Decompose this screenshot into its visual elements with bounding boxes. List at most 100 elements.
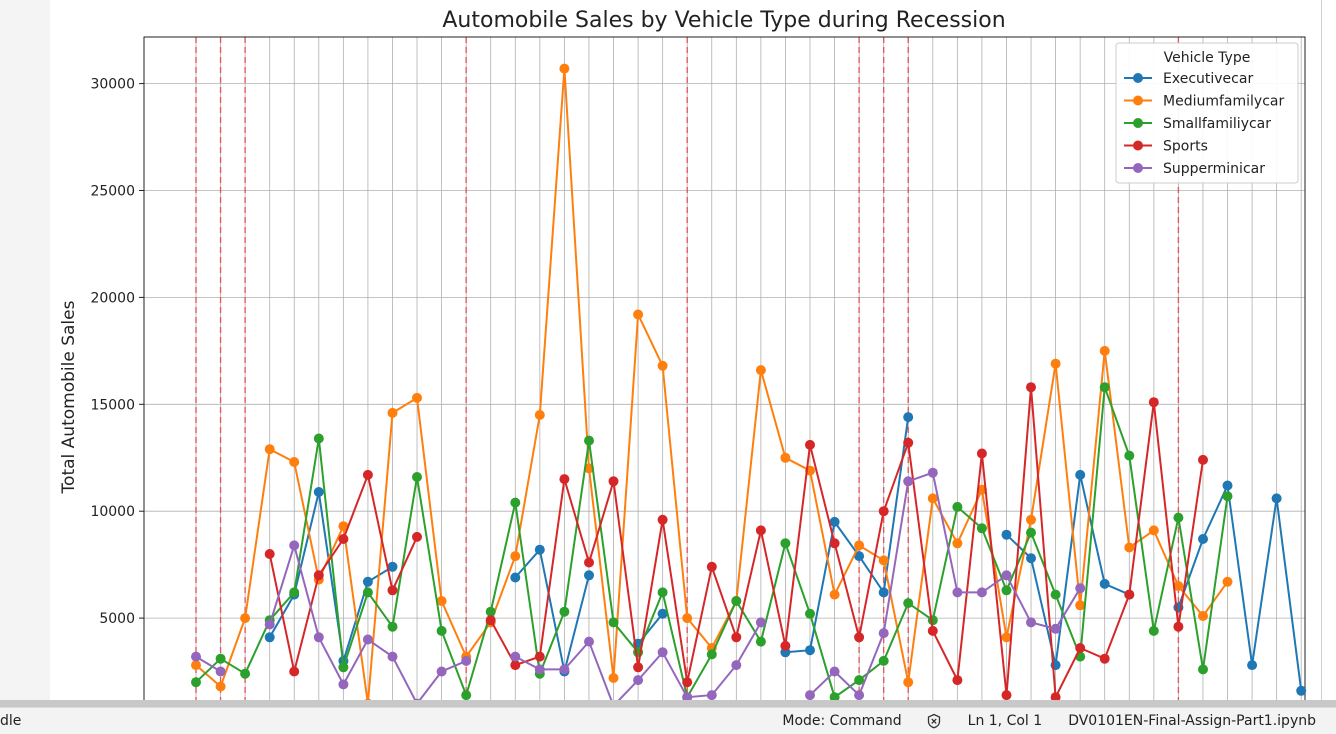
data-point-sports bbox=[682, 677, 693, 688]
data-point-sports bbox=[412, 531, 422, 542]
cursor-position[interactable]: Ln 1, Col 1 bbox=[967, 713, 1043, 729]
automobile-sales-chart: Automobile Sales by Vehicle Type during … bbox=[59, 8, 1307, 700]
data-point-smallfamiliycar bbox=[1099, 382, 1110, 393]
data-point-smallfamiliycar bbox=[289, 587, 300, 598]
data-point-smallfamiliycar bbox=[387, 621, 398, 632]
data-point-executivecar bbox=[1075, 469, 1086, 480]
data-point-smallfamiliycar bbox=[1050, 589, 1061, 600]
mode-indicator[interactable]: Mode: Command bbox=[782, 713, 902, 729]
data-point-executivecar bbox=[829, 516, 840, 527]
data-point-smallfamiliycar bbox=[215, 653, 226, 664]
data-point-executivecar bbox=[1222, 480, 1233, 491]
legend-swatch-marker bbox=[1133, 140, 1143, 151]
data-point-supperminicar bbox=[903, 476, 914, 487]
data-point-sports bbox=[633, 662, 644, 673]
data-point-supperminicar bbox=[952, 587, 963, 598]
data-point-smallfamiliycar bbox=[829, 692, 840, 700]
data-point-mediumfamilycar bbox=[927, 493, 938, 504]
data-point-supperminicar bbox=[682, 692, 693, 700]
editor-right-border bbox=[1321, 0, 1322, 700]
data-point-mediumfamilycar bbox=[387, 407, 398, 418]
data-point-mediumfamilycar bbox=[1001, 632, 1012, 643]
data-point-sports bbox=[338, 534, 349, 544]
data-point-sports bbox=[1198, 454, 1208, 465]
data-point-executivecar bbox=[1296, 685, 1307, 696]
data-point-sports bbox=[903, 437, 914, 448]
data-point-mediumfamilycar bbox=[1148, 525, 1159, 536]
status-left-text[interactable]: dle bbox=[0, 713, 22, 729]
data-point-sports bbox=[608, 476, 619, 487]
data-point-smallfamiliycar bbox=[362, 587, 373, 598]
data-point-mediumfamilycar bbox=[1222, 576, 1233, 587]
y-tick-label: 5000 bbox=[99, 611, 135, 627]
data-point-sports bbox=[657, 514, 668, 525]
legend-entry-label: Supperminicar bbox=[1163, 161, 1265, 177]
data-point-smallfamiliycar bbox=[313, 433, 324, 444]
data-point-executivecar bbox=[854, 551, 865, 562]
data-point-sports bbox=[1148, 397, 1159, 408]
data-point-supperminicar bbox=[633, 675, 644, 686]
data-point-mediumfamilycar bbox=[608, 673, 619, 683]
kernel-status-icon[interactable] bbox=[926, 713, 942, 729]
data-point-sports bbox=[805, 439, 815, 450]
data-point-mediumfamilycar bbox=[903, 677, 914, 688]
data-point-mediumfamilycar bbox=[412, 392, 422, 403]
data-point-smallfamiliycar bbox=[1222, 491, 1233, 502]
horizontal-scrollbar[interactable] bbox=[0, 700, 1336, 707]
data-point-sports bbox=[485, 615, 496, 626]
data-point-smallfamiliycar bbox=[780, 538, 791, 549]
data-point-mediumfamilycar bbox=[364, 698, 372, 700]
series-line-executivecar bbox=[268, 416, 1303, 691]
data-point-executivecar bbox=[878, 587, 889, 598]
data-point-executivecar bbox=[657, 608, 668, 619]
data-point-sports bbox=[387, 585, 398, 596]
data-point-mediumfamilycar bbox=[338, 521, 349, 532]
data-point-supperminicar bbox=[534, 664, 545, 675]
data-point-supperminicar bbox=[657, 647, 668, 658]
data-point-supperminicar bbox=[510, 651, 521, 662]
data-point-sports bbox=[362, 469, 373, 480]
data-point-sports bbox=[952, 675, 963, 686]
data-point-supperminicar bbox=[338, 679, 349, 690]
data-point-sports bbox=[829, 538, 840, 549]
data-point-sports bbox=[1026, 382, 1036, 393]
data-point-sports bbox=[878, 506, 889, 517]
data-point-supperminicar bbox=[1075, 583, 1086, 594]
data-point-smallfamiliycar bbox=[608, 617, 619, 628]
data-point-mediumfamilycar bbox=[559, 63, 570, 74]
data-point-smallfamiliycar bbox=[976, 523, 987, 534]
data-point-mediumfamilycar bbox=[1026, 514, 1036, 525]
data-point-sports bbox=[731, 632, 742, 643]
data-point-sports bbox=[559, 474, 570, 485]
data-point-mediumfamilycar bbox=[240, 613, 251, 624]
data-point-supperminicar bbox=[976, 587, 987, 598]
legend-swatch-marker bbox=[1133, 163, 1143, 173]
data-point-smallfamiliycar bbox=[1124, 450, 1135, 461]
legend-swatch-marker bbox=[1133, 118, 1143, 128]
notebook-filename[interactable]: DV0101EN-Final-Assign-Part1.ipynb bbox=[1068, 713, 1316, 729]
data-point-smallfamiliycar bbox=[338, 662, 349, 673]
data-point-smallfamiliycar bbox=[878, 655, 889, 666]
data-point-mediumfamilycar bbox=[854, 540, 865, 551]
legend-swatch-marker bbox=[1133, 73, 1143, 83]
legend-entry-label: Executivecar bbox=[1163, 71, 1253, 87]
data-point-smallfamiliycar bbox=[1173, 512, 1184, 523]
data-point-executivecar bbox=[584, 570, 594, 581]
data-point-mediumfamilycar bbox=[436, 596, 447, 606]
data-point-executivecar bbox=[313, 487, 324, 497]
legend-entry-label: Sports bbox=[1163, 139, 1208, 155]
data-point-executivecar bbox=[1198, 534, 1208, 544]
data-point-mediumfamilycar bbox=[215, 681, 226, 692]
data-point-executivecar bbox=[264, 632, 275, 643]
y-tick-label: 20000 bbox=[90, 290, 135, 306]
data-point-smallfamiliycar bbox=[584, 435, 594, 446]
data-point-mediumfamilycar bbox=[952, 538, 963, 549]
data-point-smallfamiliycar bbox=[559, 606, 570, 617]
data-point-supperminicar bbox=[854, 690, 865, 700]
data-point-mediumfamilycar bbox=[264, 444, 275, 455]
data-point-sports bbox=[780, 640, 791, 651]
data-point-smallfamiliycar bbox=[1198, 664, 1208, 675]
y-tick-label: 25000 bbox=[90, 184, 135, 200]
data-point-smallfamiliycar bbox=[657, 587, 668, 598]
data-point-supperminicar bbox=[805, 690, 815, 700]
